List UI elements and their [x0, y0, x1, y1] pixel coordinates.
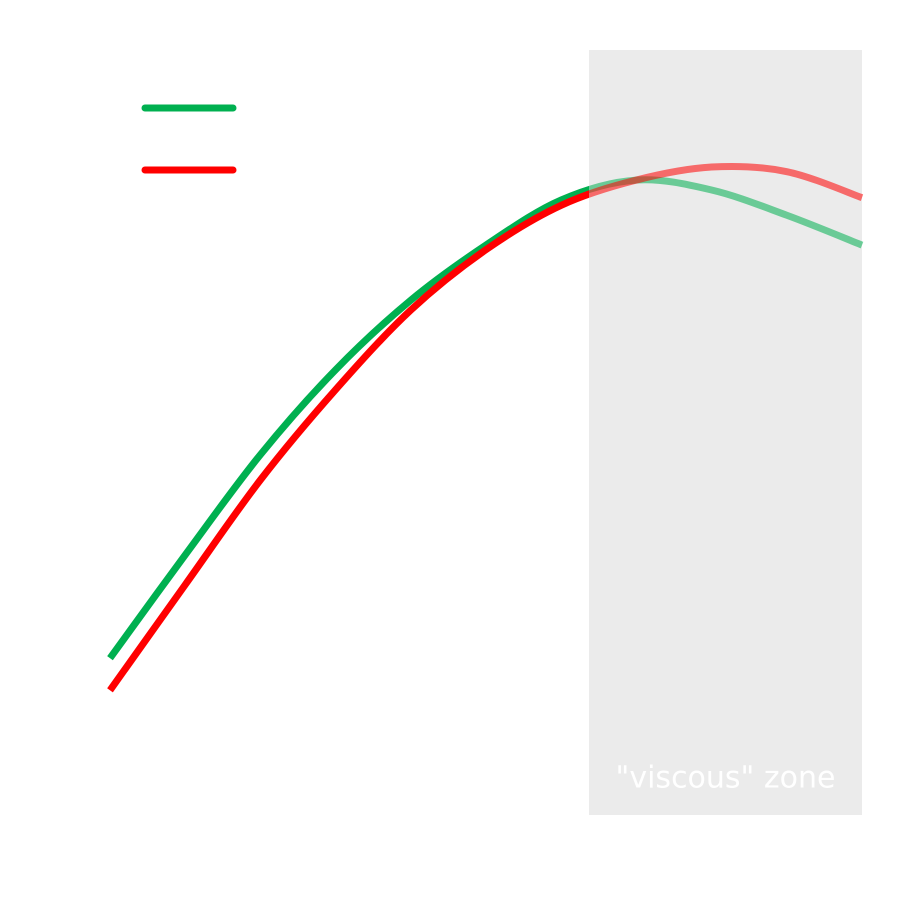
- zone-label: "viscous" zone: [616, 761, 836, 796]
- series-line: [107, 176, 864, 661]
- series-line: [107, 162, 864, 693]
